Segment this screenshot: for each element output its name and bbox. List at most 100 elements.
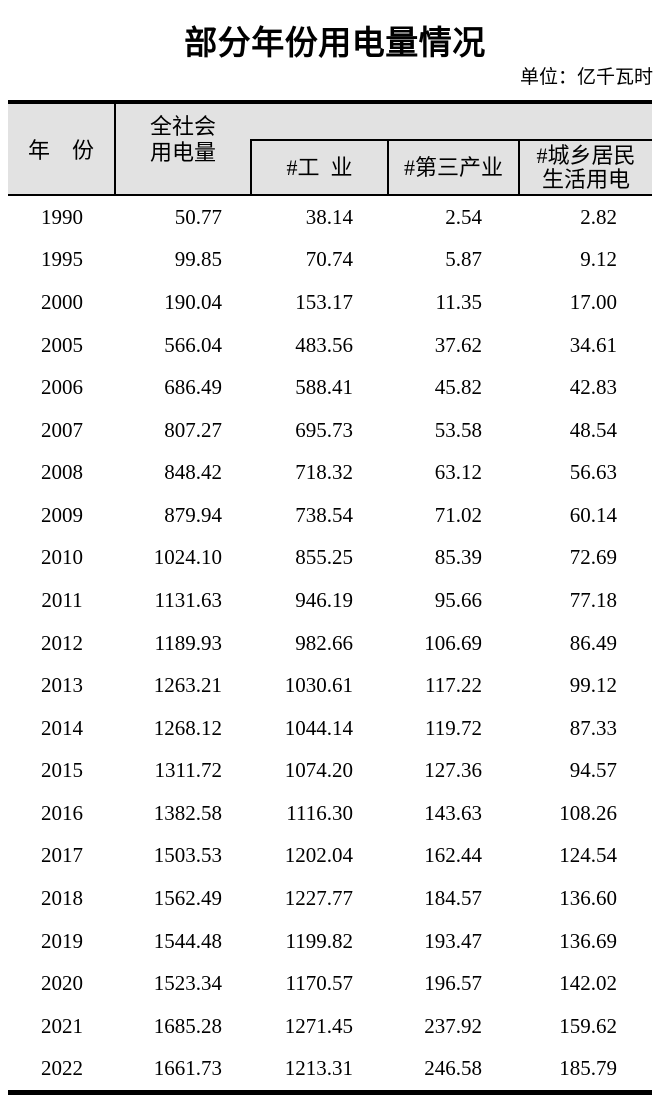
year-cell: 2008 bbox=[41, 460, 83, 485]
residential-cell: 17.00 bbox=[569, 289, 617, 314]
total-cell: 190.04 bbox=[164, 289, 222, 314]
table-row: 2015 1311.72 1074.20 127.36 94.57 bbox=[8, 750, 652, 793]
industry-cell: 982.66 bbox=[295, 630, 353, 655]
industry-cell: 1116.30 bbox=[286, 800, 353, 825]
col-header-residential-line2: 生活用电 bbox=[541, 166, 630, 192]
residential-cell: 60.14 bbox=[569, 502, 617, 527]
residential-cell: 142.02 bbox=[559, 971, 617, 996]
residential-cell: 42.83 bbox=[569, 375, 617, 400]
year-cell: 2014 bbox=[41, 715, 83, 740]
col-header-year: 年 份 bbox=[8, 104, 116, 194]
total-cell: 1024.10 bbox=[153, 545, 222, 570]
total-cell: 1503.53 bbox=[153, 843, 222, 868]
industry-cell: 738.54 bbox=[295, 502, 353, 527]
tertiary-cell: 53.58 bbox=[434, 417, 482, 442]
industry-cell: 70.74 bbox=[305, 247, 353, 272]
year-cell: 2020 bbox=[41, 971, 83, 996]
year-cell: 2006 bbox=[41, 375, 83, 400]
tertiary-cell: 63.12 bbox=[434, 460, 482, 485]
total-cell: 1544.48 bbox=[153, 928, 222, 953]
total-cell: 1523.34 bbox=[153, 971, 222, 996]
industry-cell: 718.32 bbox=[295, 460, 353, 485]
col-header-tertiary-label: #第三产业 bbox=[403, 154, 503, 180]
year-cell: 1990 bbox=[41, 204, 83, 229]
year-cell: 2000 bbox=[41, 289, 83, 314]
table-header: 年 份 全社会 用电量 #工 业 #第三产业 #城乡居民 生活用电 bbox=[8, 100, 652, 196]
year-cell: 2016 bbox=[41, 800, 83, 825]
table-row: 2016 1382.58 1116.30 143.63 108.26 bbox=[8, 792, 652, 835]
industry-cell: 588.41 bbox=[295, 375, 353, 400]
table-row: 2006 686.49 588.41 45.82 42.83 bbox=[8, 366, 652, 409]
tertiary-cell: 11.35 bbox=[435, 289, 482, 314]
year-cell: 2021 bbox=[41, 1013, 83, 1038]
total-cell: 566.04 bbox=[164, 332, 222, 357]
table-row: 2020 1523.34 1170.57 196.57 142.02 bbox=[8, 962, 652, 1005]
residential-cell: 2.82 bbox=[580, 204, 617, 229]
residential-cell: 56.63 bbox=[569, 460, 617, 485]
tertiary-cell: 95.66 bbox=[434, 587, 482, 612]
col-header-residential-line1: #城乡居民 bbox=[536, 142, 636, 168]
tertiary-cell: 2.54 bbox=[445, 204, 482, 229]
tertiary-cell: 71.02 bbox=[434, 502, 482, 527]
total-cell: 1661.73 bbox=[153, 1056, 222, 1081]
tertiary-cell: 246.58 bbox=[424, 1056, 482, 1081]
year-cell: 2017 bbox=[41, 843, 83, 868]
industry-cell: 946.19 bbox=[295, 587, 353, 612]
industry-cell: 483.56 bbox=[295, 332, 353, 357]
table-row: 2010 1024.10 855.25 85.39 72.69 bbox=[8, 537, 652, 580]
table-row: 2008 848.42 718.32 63.12 56.63 bbox=[8, 451, 652, 494]
total-cell: 1263.21 bbox=[153, 673, 222, 698]
table-row: 2018 1562.49 1227.77 184.57 136.60 bbox=[8, 877, 652, 920]
industry-cell: 1074.20 bbox=[284, 758, 353, 783]
residential-cell: 86.49 bbox=[569, 630, 617, 655]
table-body: 1990 50.77 38.14 2.54 2.82 1995 99.85 70… bbox=[8, 196, 652, 1095]
industry-cell: 1030.61 bbox=[284, 673, 353, 698]
col-header-total-line1: 全社会 bbox=[149, 114, 216, 139]
tertiary-cell: 85.39 bbox=[434, 545, 482, 570]
residential-cell: 94.57 bbox=[569, 758, 617, 783]
total-cell: 1685.28 bbox=[153, 1013, 222, 1038]
year-cell: 2015 bbox=[41, 758, 83, 783]
table-row: 2021 1685.28 1271.45 237.92 159.62 bbox=[8, 1005, 652, 1048]
residential-cell: 124.54 bbox=[559, 843, 617, 868]
table-row: 2013 1263.21 1030.61 117.22 99.12 bbox=[8, 664, 652, 707]
year-cell: 2019 bbox=[41, 928, 83, 953]
year-cell: 2022 bbox=[41, 1056, 83, 1081]
table-row: 2019 1544.48 1199.82 193.47 136.69 bbox=[8, 920, 652, 963]
year-cell: 2011 bbox=[41, 587, 83, 612]
year-cell: 2018 bbox=[41, 886, 83, 911]
col-header-residential: #城乡居民 生活用电 bbox=[518, 139, 652, 194]
col-header-year-label: 年 份 bbox=[27, 138, 94, 163]
table-row: 2017 1503.53 1202.04 162.44 124.54 bbox=[8, 835, 652, 878]
industry-cell: 1202.04 bbox=[284, 843, 353, 868]
industry-cell: 855.25 bbox=[295, 545, 353, 570]
industry-cell: 1170.57 bbox=[285, 971, 353, 996]
residential-cell: 136.60 bbox=[559, 886, 617, 911]
col-header-total-line2: 用电量 bbox=[149, 140, 216, 165]
table-row: 2011 1131.63 946.19 95.66 77.18 bbox=[8, 579, 652, 622]
tertiary-cell: 193.47 bbox=[424, 928, 482, 953]
tertiary-cell: 5.87 bbox=[445, 247, 482, 272]
residential-cell: 72.69 bbox=[569, 545, 617, 570]
table-row: 2009 879.94 738.54 71.02 60.14 bbox=[8, 494, 652, 537]
tertiary-cell: 37.62 bbox=[434, 332, 482, 357]
tertiary-cell: 106.69 bbox=[424, 630, 482, 655]
tertiary-cell: 143.63 bbox=[424, 800, 482, 825]
residential-cell: 136.69 bbox=[559, 928, 617, 953]
total-cell: 848.42 bbox=[164, 460, 222, 485]
col-header-total-consumption: 全社会 用电量 bbox=[116, 104, 250, 194]
total-cell: 807.27 bbox=[164, 417, 222, 442]
table-row: 1995 99.85 70.74 5.87 9.12 bbox=[8, 239, 652, 282]
year-cell: 2010 bbox=[41, 545, 83, 570]
table-row: 2000 190.04 153.17 11.35 17.00 bbox=[8, 281, 652, 324]
residential-cell: 108.26 bbox=[559, 800, 617, 825]
industry-cell: 1199.82 bbox=[285, 928, 353, 953]
residential-cell: 185.79 bbox=[559, 1056, 617, 1081]
page-title: 部分年份用电量情况 bbox=[184, 26, 486, 62]
industry-cell: 1213.31 bbox=[284, 1056, 353, 1081]
col-header-industry-label: #工 业 bbox=[286, 154, 353, 180]
industry-cell: 38.14 bbox=[305, 204, 353, 229]
table-row: 2012 1189.93 982.66 106.69 86.49 bbox=[8, 622, 652, 665]
tertiary-cell: 127.36 bbox=[424, 758, 482, 783]
